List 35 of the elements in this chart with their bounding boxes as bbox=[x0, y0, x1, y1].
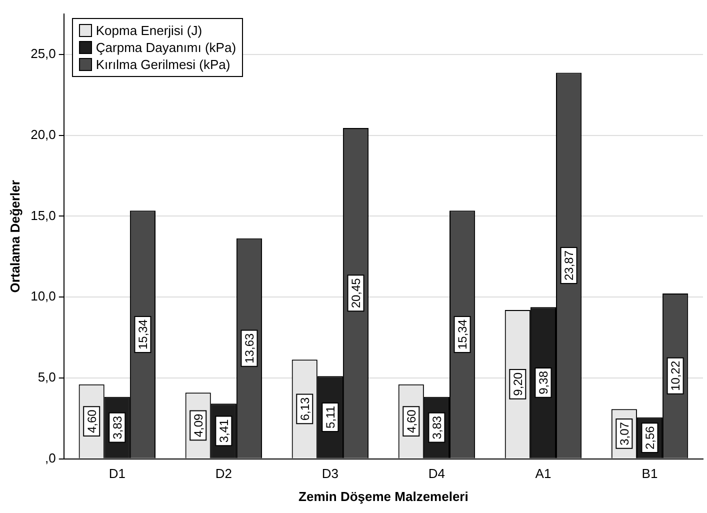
data-label: 15,34 bbox=[136, 319, 150, 350]
data-label: 5,11 bbox=[324, 406, 338, 428]
data-label: 3,83 bbox=[110, 416, 124, 440]
y-tick-label: 25,0 bbox=[30, 46, 56, 62]
x-tick-label: D3 bbox=[322, 466, 339, 482]
x-tick-label: D1 bbox=[108, 466, 126, 482]
y-axis-title: Ortalama Değerler bbox=[7, 180, 22, 293]
legend-label: Kopma Enerjisi (J) bbox=[96, 23, 202, 38]
y-tick-label: ,0 bbox=[45, 450, 56, 466]
legend-label: Kırılma Gerilmesi (kPa) bbox=[96, 57, 230, 72]
data-label: 6,13 bbox=[298, 396, 312, 421]
data-label: 9,20 bbox=[510, 372, 525, 396]
data-label: 9,38 bbox=[536, 370, 551, 394]
data-label: 3,41 bbox=[216, 418, 231, 443]
legend-label: Çarpma Dayanımı (kPa) bbox=[96, 40, 236, 55]
x-tick-label: D2 bbox=[215, 466, 232, 482]
x-axis-title: Zemin Döşeme Malzemeleri bbox=[298, 488, 468, 504]
data-label: 13,63 bbox=[242, 332, 257, 364]
y-tick-label: 10,0 bbox=[30, 288, 56, 304]
y-tick-label: 20,0 bbox=[30, 126, 56, 142]
y-tick-label: 15,0 bbox=[30, 208, 56, 223]
data-label: 15,34 bbox=[456, 319, 470, 350]
data-label: 4,09 bbox=[191, 413, 206, 438]
data-label: 23,87 bbox=[562, 250, 576, 281]
x-tick-label: D4 bbox=[428, 466, 446, 482]
data-label: 3,07 bbox=[617, 422, 632, 446]
data-label: 2,56 bbox=[643, 426, 658, 450]
data-label: 3,83 bbox=[430, 416, 444, 440]
data-label: 4,60 bbox=[404, 409, 418, 434]
x-tick-label: B1 bbox=[642, 466, 658, 482]
y-tick-label: 5,0 bbox=[38, 370, 56, 385]
data-label: 20,45 bbox=[349, 278, 364, 308]
x-tick-label: A1 bbox=[535, 466, 552, 482]
data-label: 4,60 bbox=[84, 409, 99, 434]
data-label: 10,22 bbox=[668, 360, 683, 391]
